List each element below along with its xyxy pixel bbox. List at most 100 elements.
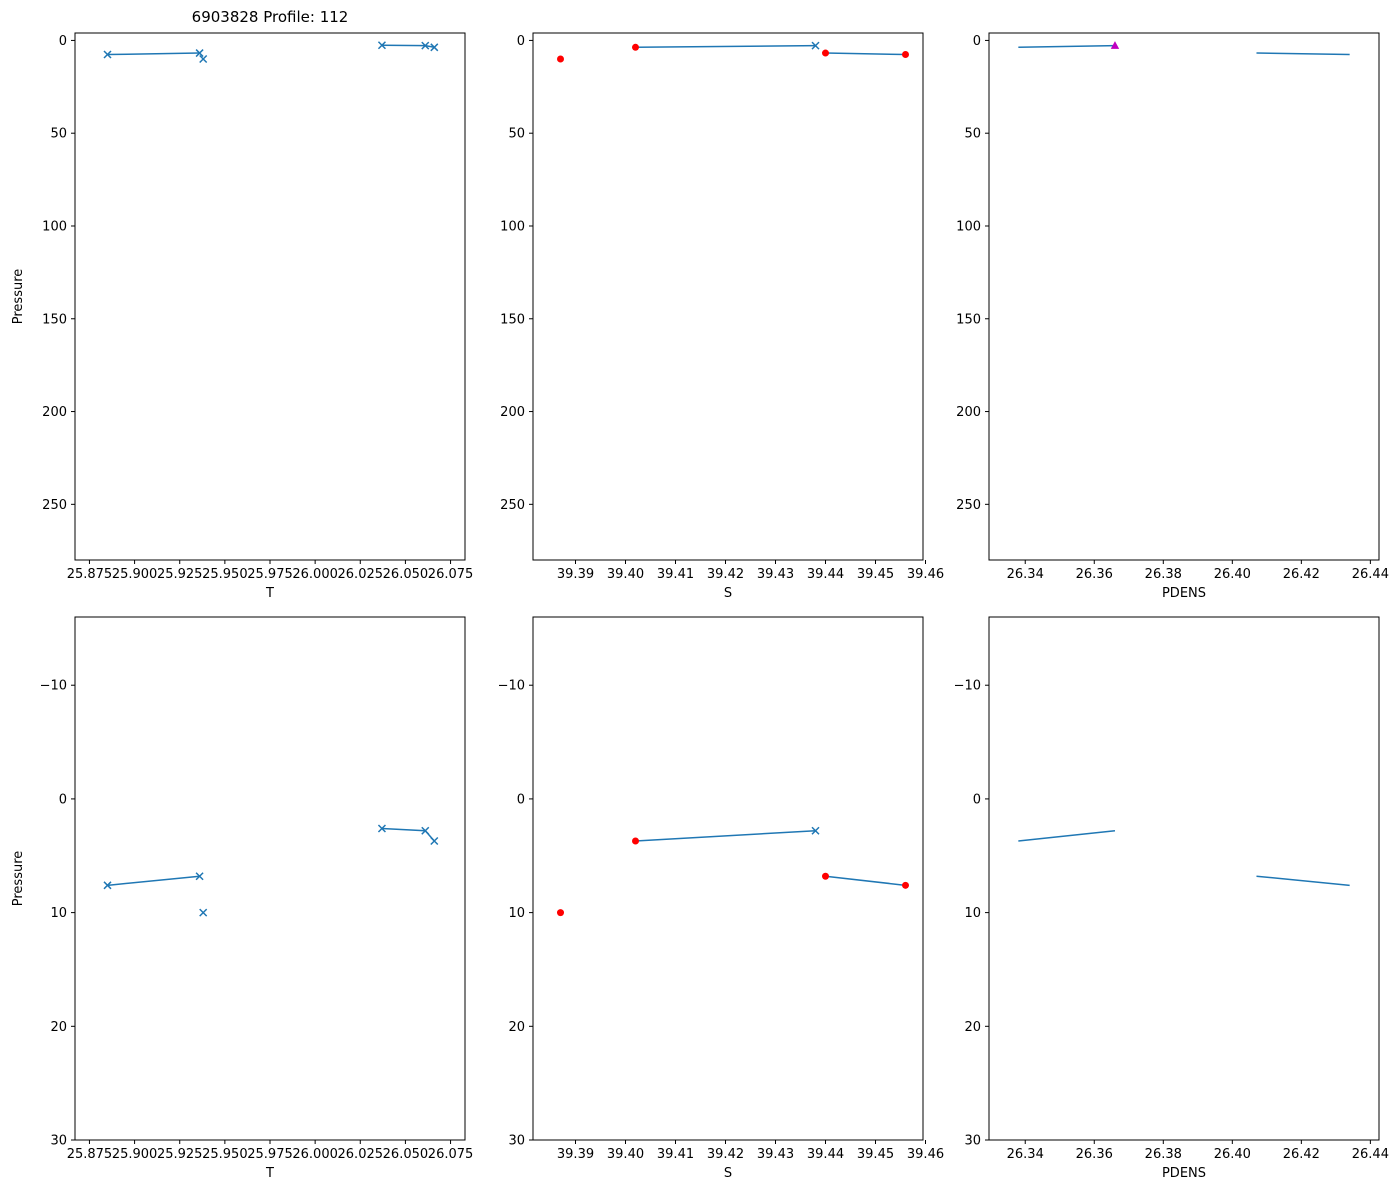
y-tick-label: 0	[517, 34, 525, 49]
y-tick-label: 50	[508, 127, 525, 142]
y-tick-label: 250	[42, 498, 67, 513]
x-tick-label: 25.975	[247, 1147, 293, 1162]
y-tick-label: 10	[508, 906, 525, 921]
x-tick-label: 26.34	[1007, 567, 1044, 582]
x-tick-label: 39.45	[857, 1147, 894, 1162]
x-tick-label: 39.42	[707, 567, 744, 582]
circle-marker	[557, 55, 564, 63]
x-tick-label: 25.875	[67, 1147, 113, 1162]
series-line-s-upper-segment	[825, 52, 906, 56]
x-marker	[421, 826, 430, 835]
x-tick-label: 39.43	[757, 1147, 794, 1162]
subplot-s-row1: 39.39 39.40 39.41 39.42 39.43 39.44 39.45 39.46…	[498, 616, 944, 1181]
x-marker	[103, 50, 112, 59]
x-tick-label: 39.42	[707, 1147, 744, 1162]
x-axis-label: PDENS	[1162, 1166, 1206, 1181]
series-line-pdens-surface-segment	[1018, 830, 1116, 842]
circle-marker	[632, 43, 639, 51]
x-tick-label: 26.075	[428, 1147, 474, 1162]
x-tick-label: 25.975	[247, 567, 293, 582]
x-marker	[430, 43, 439, 52]
y-tick-label: 0	[59, 34, 67, 49]
x-tick-label: 26.050	[383, 567, 429, 582]
series-line-s-upper-segment	[825, 875, 906, 887]
x-tick-label: 25.950	[202, 567, 248, 582]
x-axis-label: PDENS	[1162, 586, 1206, 601]
x-tick-label: 26.40	[1214, 567, 1251, 582]
x-tick-label: 39.44	[807, 1147, 844, 1162]
x-tick-label: 26.36	[1076, 1147, 1113, 1162]
x-tick-label: 26.36	[1076, 567, 1113, 582]
subplot-pdens-row0: 26.34 26.36 26.38 26.40 26.42 26.44 0 50 100 150 2…	[956, 32, 1389, 601]
axes-frame	[74, 616, 466, 1141]
x-axis-label: S	[724, 586, 732, 601]
x-marker	[430, 836, 439, 846]
y-tick-label: 150	[956, 312, 981, 327]
x-tick-label: 26.34	[1007, 1147, 1044, 1162]
x-tick-label: 39.40	[607, 1147, 644, 1162]
circle-marker	[822, 872, 829, 880]
x-tick-label: 39.43	[757, 567, 794, 582]
x-marker	[811, 826, 820, 835]
x-tick-label: 26.44	[1352, 567, 1389, 582]
x-tick-label: 39.46	[907, 1147, 944, 1162]
x-tick-label: 26.44	[1352, 1147, 1389, 1162]
y-tick-label: 50	[964, 127, 981, 142]
x-tick-label: 39.46	[907, 567, 944, 582]
x-tick-label: 25.950	[202, 1147, 248, 1162]
subplot-title: 6903828 Profile: 112	[192, 8, 349, 26]
y-tick-label: 250	[956, 498, 981, 513]
axes-frame	[532, 32, 924, 561]
x-tick-label: 39.39	[557, 567, 594, 582]
y-tick-label: 100	[42, 219, 67, 234]
y-tick-label: 30	[508, 1134, 525, 1149]
triangle-marker	[1110, 41, 1120, 49]
x-tick-label: 39.44	[807, 567, 844, 582]
circle-marker	[822, 49, 829, 57]
subplot-s-row0: 39.39 39.40 39.41 39.42 39.43 39.44 39.45 39.46…	[500, 32, 944, 601]
subplot-pdens-row1: 26.34 26.36 26.38 26.40 26.42 26.44 −10 0 10 20 30…	[954, 616, 1389, 1181]
x-tick-label: 39.39	[557, 1147, 594, 1162]
y-tick-label: −10	[40, 679, 67, 694]
x-tick-label: 26.025	[338, 567, 384, 582]
axes-frame	[988, 616, 1380, 1141]
x-marker	[103, 881, 112, 890]
x-tick-label: 25.900	[112, 1147, 158, 1162]
x-tick-label: 39.41	[657, 567, 694, 582]
x-marker	[195, 49, 204, 58]
y-tick-label: 50	[50, 127, 67, 142]
y-tick-label: 100	[956, 219, 981, 234]
y-tick-label: 0	[59, 792, 67, 807]
x-tick-label: 26.025	[338, 1147, 384, 1162]
x-tick-label: 26.42	[1283, 567, 1320, 582]
y-tick-label: 200	[956, 405, 981, 420]
y-tick-label: 0	[973, 34, 981, 49]
axes-frame	[74, 32, 466, 561]
x-tick-label: 25.925	[157, 1147, 203, 1162]
x-marker	[195, 872, 204, 881]
subplot-t-row0: 25.875 25.900 25.925 25.950 25.975 26.000 26.0…	[11, 8, 473, 601]
y-tick-label: 30	[964, 1134, 981, 1149]
circle-marker	[902, 51, 909, 59]
x-tick-label: 26.42	[1283, 1147, 1320, 1162]
x-tick-label: 26.40	[1214, 1147, 1251, 1162]
series-line-pdens-surface-segment	[1018, 44, 1115, 49]
x-tick-label: 26.38	[1145, 1147, 1182, 1162]
x-tick-label: 25.900	[112, 567, 158, 582]
y-tick-label: −10	[954, 679, 981, 694]
series-line-pdens-upper-segment	[1256, 52, 1350, 56]
y-tick-label: 20	[50, 1020, 67, 1035]
x-tick-label: 25.875	[67, 567, 113, 582]
series-line-s-surface-segment	[635, 830, 816, 842]
x-axis-label: S	[724, 1166, 732, 1181]
y-tick-label: 200	[500, 405, 525, 420]
y-tick-label: 10	[50, 906, 67, 921]
circle-marker	[557, 909, 564, 917]
series-line-pdens-upper-segment	[1256, 875, 1350, 887]
x-tick-label: 26.000	[292, 567, 338, 582]
y-axis-label: Pressure	[11, 269, 26, 325]
y-tick-label: −10	[498, 679, 525, 694]
y-tick-label: 100	[500, 219, 525, 234]
